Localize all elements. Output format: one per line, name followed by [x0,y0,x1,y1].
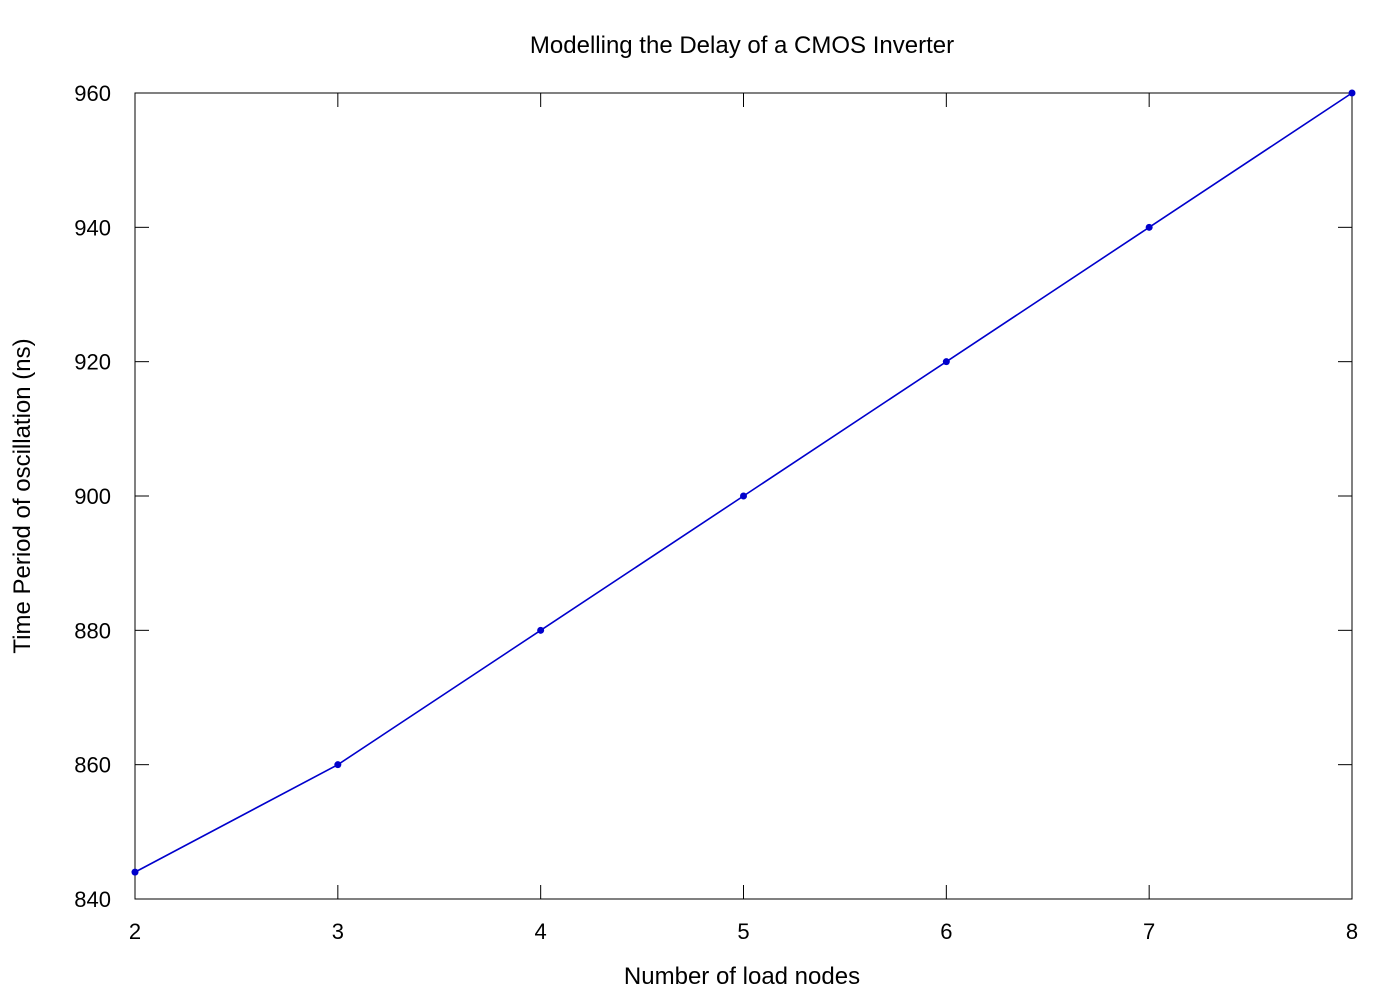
y-tick-label: 840 [74,887,111,912]
y-axis-label: Time Period of oscillation (ns) [9,338,36,653]
y-tick-label: 920 [74,350,111,375]
x-axis-label: Number of load nodes [624,963,860,990]
data-point [1145,223,1153,231]
x-tick-label: 6 [940,919,952,944]
y-tick-label: 860 [74,753,111,778]
x-axis-ticks: 2 3 4 5 6 7 8 [129,93,1358,944]
data-point [537,626,545,634]
x-tick-label: 7 [1143,919,1155,944]
y-tick-label: 880 [74,618,111,643]
x-tick-label: 3 [332,919,344,944]
data-point [942,358,950,366]
data-point [740,492,747,500]
data-point [1348,89,1356,97]
x-tick-label: 4 [535,919,547,944]
y-tick-label: 900 [74,484,111,509]
x-tick-label: 2 [129,919,141,944]
data-point [131,868,139,876]
y-tick-label: 960 [74,81,111,106]
x-tick-label: 5 [737,919,749,944]
chart-title: Modelling the Delay of a CMOS Inverter [530,32,954,59]
series-line [134,92,1353,873]
x-tick-label: 8 [1346,919,1358,944]
data-point [334,761,342,769]
series-layer [131,89,1356,876]
y-tick-label: 940 [74,215,111,240]
y-axis-ticks: 840 860 880 900 920 940 960 [74,81,1352,912]
